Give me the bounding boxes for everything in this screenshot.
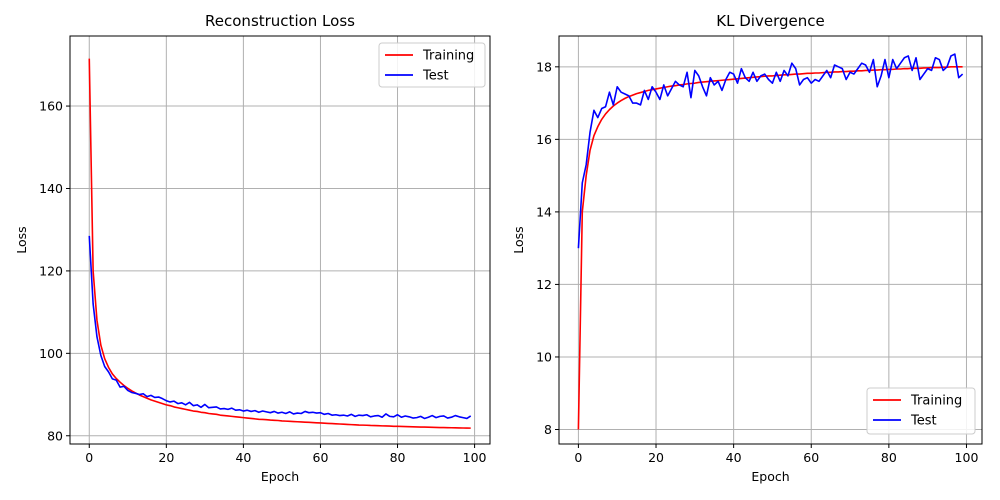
- series-line-training: [577, 66, 963, 430]
- x-axis-label: Epoch: [261, 469, 299, 484]
- legend-label-training: Training: [422, 49, 474, 64]
- legend-label-test: Test: [910, 414, 937, 429]
- plot-frame: [69, 35, 491, 445]
- x-tick-label: 100: [955, 450, 979, 465]
- chart-title: Reconstruction Loss: [205, 12, 355, 30]
- x-tick-label: 80: [881, 450, 897, 465]
- legend: Training Test: [866, 387, 976, 435]
- y-tick-label: 140: [39, 181, 63, 196]
- x-tick-label: 20: [648, 450, 664, 465]
- x-tick-label: 0: [85, 450, 93, 465]
- y-tick-label: 10: [536, 349, 552, 364]
- y-tick-label: 16: [536, 132, 552, 147]
- x-tick-label: 0: [574, 450, 582, 465]
- legend-label-training: Training: [910, 394, 962, 409]
- legend-box: [378, 42, 486, 88]
- y-tick-label: 18: [536, 59, 552, 74]
- y-tick-label: 160: [39, 99, 63, 114]
- chart-panel-0: 0 20 40 60 80 100 80 100 120 140 160 Reconstruction…: [14, 12, 491, 484]
- series-line-training: [88, 58, 471, 429]
- series-line-test: [88, 235, 472, 420]
- y-tick-label: 12: [536, 277, 552, 292]
- y-axis-label: Loss: [14, 226, 29, 253]
- x-tick-label: 40: [235, 450, 251, 465]
- x-tick-label: 60: [313, 450, 329, 465]
- y-axis-label: Loss: [511, 226, 526, 253]
- y-tick-label: 14: [536, 204, 552, 219]
- x-tick-label: 100: [463, 450, 487, 465]
- y-tick-label: 8: [544, 422, 552, 437]
- y-tick-label: 80: [47, 428, 63, 443]
- legend: Training Test: [378, 42, 486, 88]
- legend-label-test: Test: [422, 69, 449, 84]
- y-tick-label: 120: [39, 263, 63, 278]
- chart-panel-1: 0 20 40 60 80 100 8 10 12 14 16 18 KL Divergence Epoc…: [511, 12, 983, 484]
- plot-frame: [558, 35, 983, 445]
- x-tick-label: 40: [726, 450, 742, 465]
- x-tick-label: 60: [803, 450, 819, 465]
- x-axis-label: Epoch: [751, 469, 789, 484]
- y-tick-label: 100: [39, 346, 63, 361]
- x-tick-label: 80: [390, 450, 406, 465]
- x-tick-label: 20: [158, 450, 174, 465]
- chart-title: KL Divergence: [716, 12, 824, 30]
- series-line-test: [577, 53, 964, 249]
